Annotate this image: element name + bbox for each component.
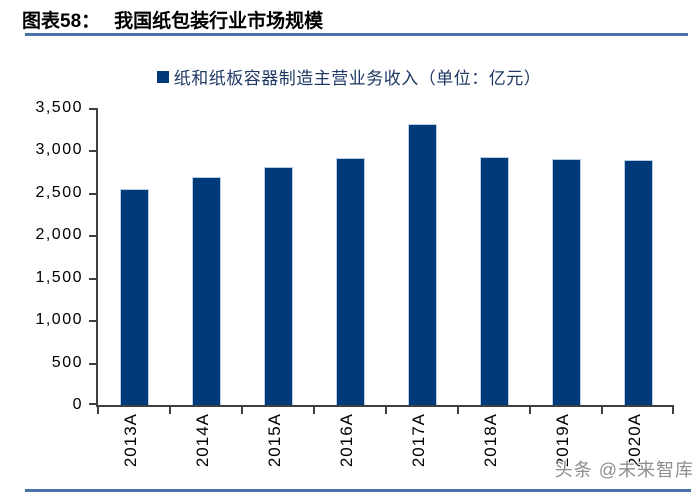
bar-2013A	[119, 189, 149, 405]
bar-2017A	[407, 124, 437, 405]
y-axis-labels: 3,500 3,000 2,500 2,000 1,500 1,000 500 0	[0, 99, 88, 413]
plot-area	[89, 108, 674, 414]
x-axis-tick	[97, 407, 99, 414]
x-axis-tick	[385, 407, 387, 414]
chart-title-text: 我国纸包装行业市场规模	[114, 11, 324, 32]
x-tick-label: 2013A	[121, 413, 140, 468]
x-axis-tick	[529, 407, 531, 414]
bar-2018A	[479, 157, 509, 405]
x-tick-label: 2015A	[265, 413, 284, 468]
y-tick-label: 3,000	[35, 141, 83, 158]
y-axis-tick	[89, 320, 96, 322]
y-tick-label: 1,000	[35, 311, 83, 328]
y-tick-label: 2,000	[35, 226, 83, 243]
x-axis-tick	[313, 407, 315, 414]
y-axis-tick	[89, 363, 96, 365]
y-tick-label: 3,500	[35, 99, 83, 116]
y-tick-label: 500	[51, 354, 83, 371]
y-axis-tick	[89, 278, 96, 280]
x-axis-tick	[241, 407, 243, 414]
x-tick-label: 2018A	[481, 413, 500, 468]
y-axis-tick	[89, 193, 96, 195]
legend-swatch-icon	[156, 70, 169, 83]
x-axis-tick	[169, 407, 171, 414]
x-tick-label: 2014A	[193, 413, 212, 468]
bar-2016A	[335, 158, 365, 405]
y-axis-tick	[89, 108, 96, 110]
chart-title: 图表58： 我国纸包装行业市场规模	[22, 6, 323, 33]
watermark: 头条 @未来智库	[554, 460, 694, 480]
chart-legend: 纸和纸板容器制造主营业务收入（单位：亿元）	[0, 64, 698, 89]
bar-2019A	[551, 159, 581, 405]
y-tick-label: 2,500	[35, 184, 83, 201]
x-axis-tick	[457, 407, 459, 414]
bar-2014A	[191, 177, 221, 405]
x-tick-label: 2016A	[337, 413, 356, 468]
x-tick-label: 2017A	[409, 413, 428, 468]
x-axis-tick	[601, 407, 603, 414]
chart-number-label: 图表58：	[22, 11, 101, 32]
bar-2020A	[623, 160, 653, 405]
y-axis-tick	[89, 150, 96, 152]
title-underline	[25, 33, 688, 36]
legend-label: 纸和纸板容器制造主营业务收入（单位：亿元）	[173, 69, 542, 88]
y-tick-label: 0	[72, 396, 83, 413]
y-axis-tick	[89, 403, 96, 405]
y-axis-tick	[89, 235, 96, 237]
bar-2015A	[263, 167, 293, 405]
y-tick-label: 1,500	[35, 269, 83, 286]
bottom-rule	[25, 489, 691, 492]
x-axis-tick	[672, 407, 674, 414]
